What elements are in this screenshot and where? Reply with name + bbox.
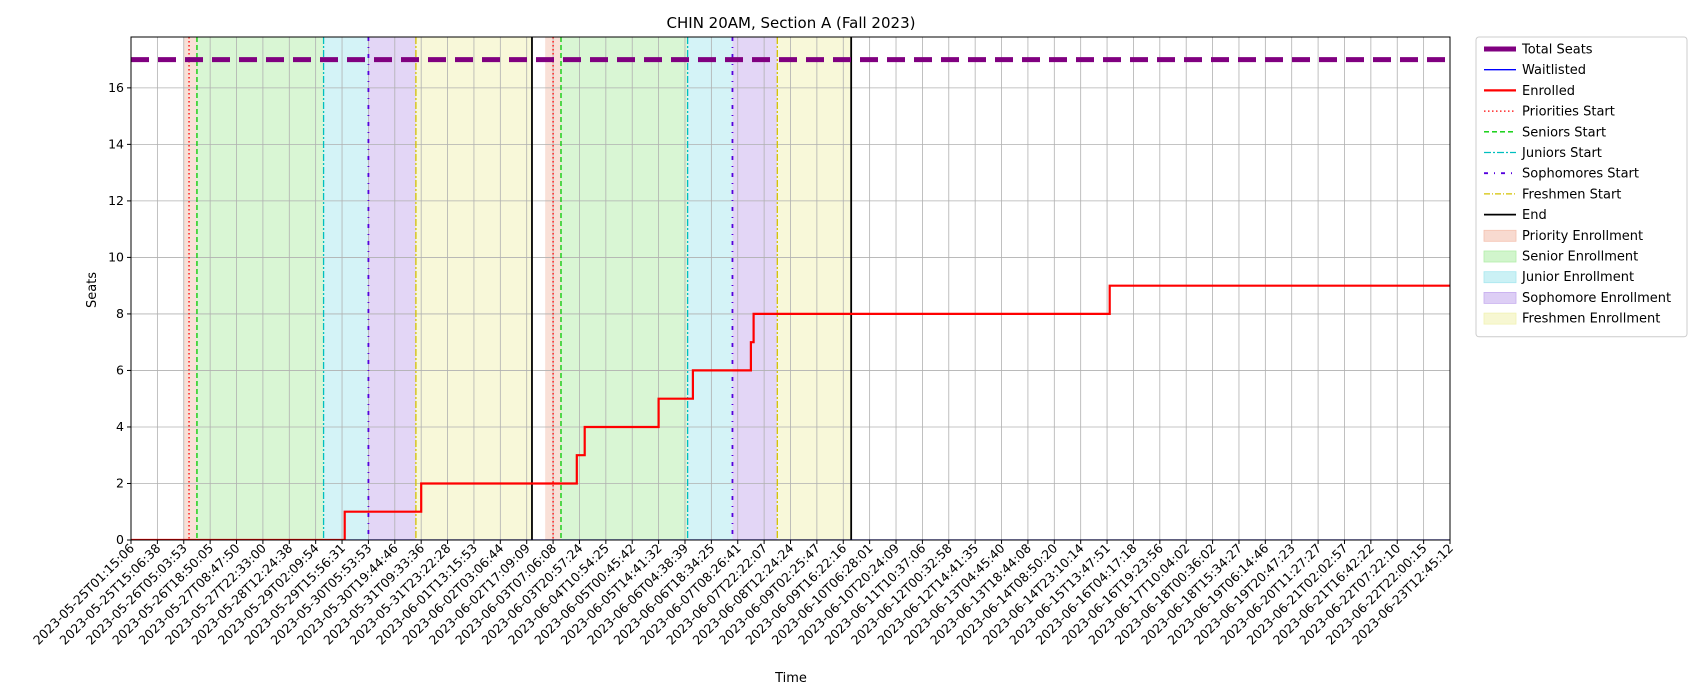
y-axis-label: Seats xyxy=(85,272,100,308)
legend-label: Seniors Start xyxy=(1522,125,1606,140)
legend-label: Waitlisted xyxy=(1522,63,1586,78)
legend-swatch xyxy=(1483,312,1517,325)
legend-swatch xyxy=(1483,291,1517,304)
y-tick-label: 12 xyxy=(108,193,124,208)
legend-label: Total Seats xyxy=(1521,43,1593,58)
y-tick-label: 10 xyxy=(108,249,124,264)
y-tick-label: 4 xyxy=(116,419,124,434)
plot-content xyxy=(131,37,1450,540)
shaded-senior-enrollment xyxy=(560,37,688,540)
shaded-sophomore-enrollment xyxy=(732,37,778,540)
legend-label: End xyxy=(1522,208,1547,223)
x-axis-label: Time xyxy=(774,671,807,686)
legend-swatch xyxy=(1483,229,1517,242)
shaded-senior-enrollment xyxy=(196,37,324,540)
legend-box xyxy=(1475,36,1688,338)
legend: Total Seats Waitlisted Enrolled Priorities … xyxy=(1475,36,1688,338)
y-tick-label: 16 xyxy=(108,80,124,95)
legend-label: Priority Enrollment xyxy=(1522,229,1643,244)
legend-label: Sophomore Enrollment xyxy=(1522,291,1671,306)
series-enrolled xyxy=(131,284,1450,540)
shaded-freshmen-enrollment xyxy=(777,37,852,540)
shaded-junior-enrollment xyxy=(687,37,733,540)
chart-title: CHIN 20AM, Section A (Fall 2023) xyxy=(667,14,916,32)
legend-label: Junior Enrollment xyxy=(1521,270,1634,285)
y-tick-label: 6 xyxy=(116,362,124,377)
y-tick-label: 2 xyxy=(116,475,124,490)
legend-label: Priorities Start xyxy=(1522,105,1615,120)
shaded-priority-enrollment xyxy=(183,37,197,540)
y-tick-label: 14 xyxy=(108,136,124,151)
legend-label: Senior Enrollment xyxy=(1522,250,1638,265)
shaded-sophomore-enrollment xyxy=(368,37,416,540)
legend-swatch xyxy=(1483,250,1517,263)
legend-label: Sophomores Start xyxy=(1522,167,1639,182)
legend-swatch xyxy=(1483,271,1517,284)
y-tick-label: 0 xyxy=(116,532,124,547)
y-tick-label: 8 xyxy=(116,306,124,321)
legend-label: Enrolled xyxy=(1522,84,1575,99)
shaded-junior-enrollment xyxy=(323,37,369,540)
legend-label: Freshmen Start xyxy=(1522,187,1621,202)
legend-label: Juniors Start xyxy=(1521,146,1602,161)
legend-label: Freshmen Enrollment xyxy=(1522,312,1660,327)
plot-area: 02468101214162023-05-25T01:15:062023-05-… xyxy=(30,36,1456,648)
